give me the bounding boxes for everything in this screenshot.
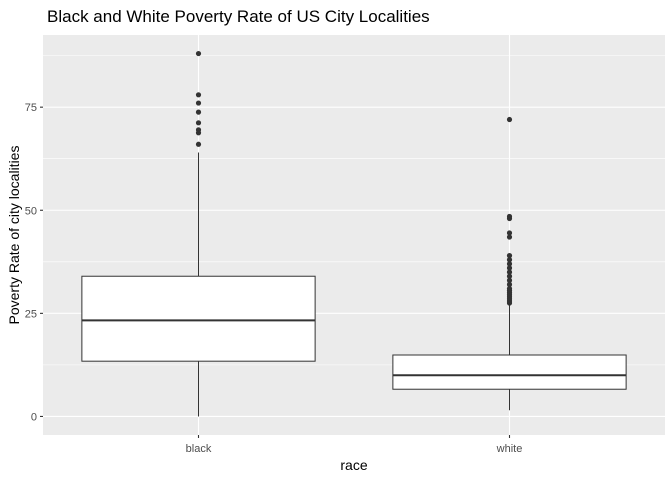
outlier-point — [506, 261, 513, 267]
outlier-point — [506, 277, 513, 283]
outlier-point — [506, 265, 513, 271]
outlier-point — [506, 213, 513, 220]
outlier-point — [506, 230, 513, 236]
outlier-point — [506, 234, 513, 240]
outlier-point — [195, 50, 202, 57]
outlier-point — [195, 100, 202, 106]
outlier-point — [506, 116, 513, 123]
x-tick-label: white — [496, 443, 523, 455]
outlier-point — [195, 109, 202, 115]
box-white — [392, 116, 627, 411]
y-tick-label: 50 — [25, 205, 37, 217]
outlier-point — [506, 253, 513, 259]
box-black — [81, 50, 316, 417]
outlier-point — [506, 257, 513, 263]
x-tick-label: black — [186, 443, 212, 455]
y-tick-label: 0 — [31, 411, 37, 423]
chart-title: Black and White Poverty Rate of US City … — [47, 7, 430, 26]
outlier-point — [506, 273, 513, 279]
x-axis: black white — [186, 435, 523, 455]
y-tick-label: 75 — [25, 102, 37, 114]
outlier-point — [506, 281, 513, 288]
y-axis: 0 25 50 75 — [25, 102, 43, 423]
outlier-point — [195, 92, 202, 98]
x-axis-title: race — [340, 457, 367, 473]
box-iqr — [392, 354, 627, 390]
outlier-point — [195, 127, 202, 133]
outlier-point — [506, 269, 513, 275]
outlier-point — [195, 120, 202, 126]
outlier-point — [195, 141, 202, 147]
box-iqr — [81, 275, 316, 362]
boxes — [81, 50, 627, 417]
outlier-point — [506, 286, 513, 292]
y-tick-label: 25 — [25, 308, 37, 320]
y-axis-title: Poverty Rate of city localities — [6, 146, 22, 325]
